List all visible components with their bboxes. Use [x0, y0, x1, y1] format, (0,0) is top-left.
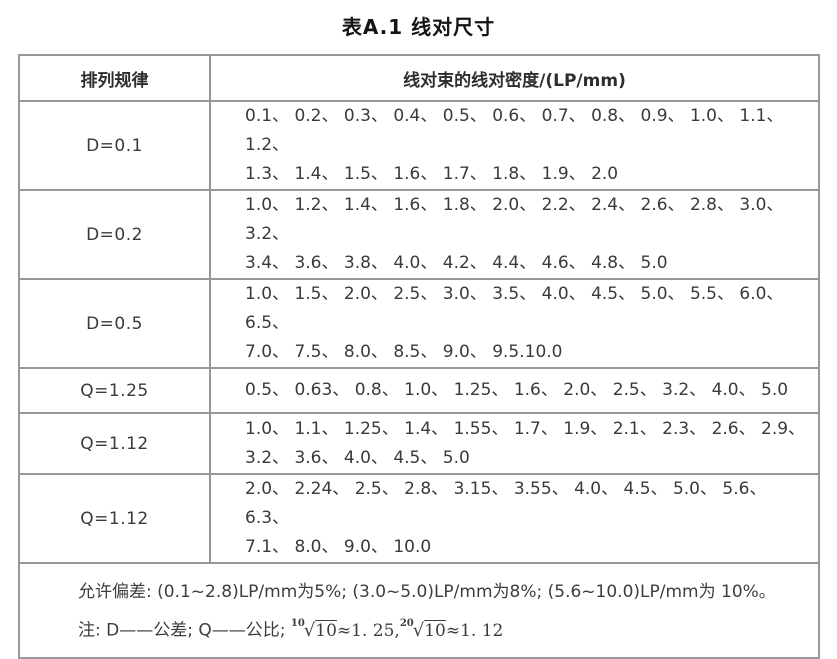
rule-cell: D=0.5 — [18, 278, 211, 369]
density-values-cell: 1.0、 1.2、 1.4、 1.6、 1.8、 2.0、 2.2、 2.4、 … — [209, 189, 820, 280]
table-row: D=0.5 1.0、 1.5、 2.0、 2.5、 3.0、 3.5、 4.0、… — [18, 278, 820, 369]
root-formula-10: 10√10≈1. 25, — [290, 618, 400, 641]
header-row: 排列规律 线对束的线对密度/(LP/mm) — [18, 54, 820, 102]
root-formula-20: 20√10≈1. 12 — [399, 618, 504, 641]
tolerance-note: 允许偏差: (0.1~2.8)LP/mm为5%; (3.0~5.0)LP/mm为… — [78, 582, 776, 602]
radical-sign: √ — [303, 619, 316, 641]
density-values-cell: 2.0、 2.24、 2.5、 2.8、 3.15、 3.55、 4.0、 4.… — [209, 473, 820, 564]
table-row: Q=1.12 1.0、 1.1、 1.25、 1.4、 1.55、 1.7、 1… — [18, 412, 820, 475]
rule-cell: Q=1.12 — [18, 412, 211, 475]
table-row: D=0.2 1.0、 1.2、 1.4、 1.6、 1.8、 2.0、 2.2、… — [18, 189, 820, 280]
density-values-cell: 1.0、 1.5、 2.0、 2.5、 3.0、 3.5、 4.0、 4.5、 … — [209, 278, 820, 369]
table-footer: 允许偏差: (0.1~2.8)LP/mm为5%; (3.0~5.0)LP/mm为… — [18, 562, 820, 659]
radical-sign: √ — [412, 619, 425, 641]
density-values-cell: 1.0、 1.1、 1.25、 1.4、 1.55、 1.7、 1.9、 2.1… — [209, 412, 820, 475]
rule-cell: D=0.1 — [18, 100, 211, 191]
table-row: D=0.1 0.1、 0.2、 0.3、 0.4、 0.5、 0.6、 0.7、… — [18, 100, 820, 191]
column-header-rule: 排列规律 — [18, 54, 211, 102]
density-values-cell: 0.1、 0.2、 0.3、 0.4、 0.5、 0.6、 0.7、 0.8、 … — [209, 100, 820, 191]
rule-cell: D=0.2 — [18, 189, 211, 280]
density-values-cell: 0.5、 0.63、 0.8、 1.0、 1.25、 1.6、 2.0、 2.5… — [209, 367, 820, 414]
legend-note: 注: D——公差; Q——公比; 10√10≈1. 25,20√10≈1. 12 — [78, 615, 798, 643]
table-row: Q=1.25 0.5、 0.63、 0.8、 1.0、 1.25、 1.6、 2… — [18, 367, 820, 414]
rule-cell: Q=1.25 — [18, 367, 211, 414]
rule-cell: Q=1.12 — [18, 473, 211, 564]
line-pair-table: 排列规律 线对束的线对密度/(LP/mm) D=0.1 0.1、 0.2、 0.… — [18, 54, 820, 659]
legend-note-text: 注: D——公差; Q——公比; — [78, 620, 291, 641]
column-header-density: 线对束的线对密度/(LP/mm) — [209, 54, 820, 102]
table-row: Q=1.12 2.0、 2.24、 2.5、 2.8、 3.15、 3.55、 … — [18, 473, 820, 564]
footer-row: 允许偏差: (0.1~2.8)LP/mm为5%; (3.0~5.0)LP/mm为… — [18, 562, 820, 659]
page-title: 表A.1 线对尺寸 — [341, 15, 496, 39]
